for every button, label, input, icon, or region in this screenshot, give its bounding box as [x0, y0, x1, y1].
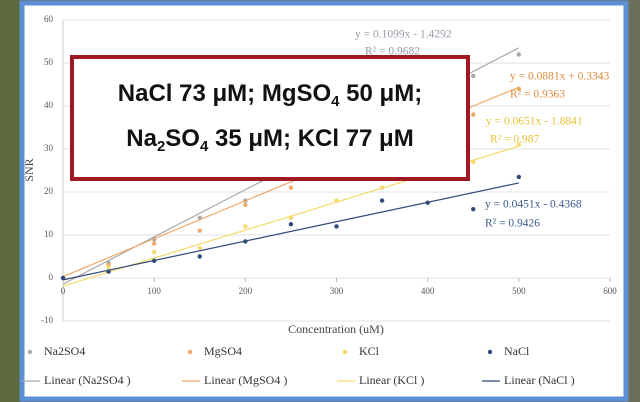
y-tick-label: -10: [41, 315, 53, 325]
data-point: [471, 207, 475, 211]
data-point: [334, 198, 338, 202]
x-axis-label: Concentration (uM): [288, 322, 384, 336]
data-point: [152, 241, 156, 245]
data-point: [106, 269, 110, 273]
annotation-box: [72, 57, 468, 179]
legend-label: Linear (MgSO4 ): [204, 373, 287, 387]
trend-r2: R² = 0.987: [490, 134, 539, 146]
data-point: [289, 216, 293, 220]
photo-edge: [0, 0, 22, 402]
data-point: [243, 239, 247, 243]
data-point: [152, 250, 156, 254]
x-tick-label: 200: [239, 286, 253, 296]
trend-equation: y = 0.0451x - 0.4368: [485, 199, 582, 211]
trend-equation: y = 0.0651x - 1.8841: [486, 116, 583, 128]
x-tick-label: 100: [147, 286, 161, 296]
legend-marker: [28, 350, 32, 354]
annotation-segment: 50 μM;: [340, 80, 423, 107]
annotation-segment: Na: [126, 125, 157, 152]
data-point: [380, 186, 384, 190]
legend-marker: [488, 350, 492, 354]
y-tick-label: 10: [44, 229, 54, 239]
x-tick-label: 400: [421, 286, 435, 296]
data-point: [152, 259, 156, 263]
data-point: [289, 186, 293, 190]
data-point: [425, 201, 429, 205]
data-point: [517, 175, 521, 179]
legend-label: Linear (KCl ): [359, 373, 424, 387]
y-axis-label: SNR: [22, 158, 36, 181]
data-point: [471, 112, 475, 116]
x-tick-label: 0: [61, 286, 66, 296]
annotation-segment: NaCl 73 μM; MgSO: [118, 80, 331, 107]
y-tick-label: 20: [44, 186, 54, 196]
y-tick-label: 50: [44, 57, 54, 67]
legend-label: MgSO4: [204, 344, 242, 358]
data-point: [289, 222, 293, 226]
data-point: [106, 265, 110, 269]
legend-marker: [188, 350, 192, 354]
legend-marker: [343, 350, 347, 354]
subscript: 2: [157, 138, 165, 155]
legend-label: Linear (NaCl ): [504, 373, 575, 387]
data-point: [380, 198, 384, 202]
legend-label: KCl: [359, 344, 380, 358]
data-point: [198, 246, 202, 250]
data-point: [243, 203, 247, 207]
data-point: [243, 224, 247, 228]
trend-r2: R² = 0.9426: [485, 218, 540, 230]
legend-label: Linear (Na2SO4 ): [44, 373, 131, 387]
trend-r2: R² = 0.9363: [510, 89, 565, 101]
annotation-line: NaCl 73 μM; MgSO4 50 μM;: [118, 80, 422, 110]
x-tick-label: 500: [512, 286, 526, 296]
trend-equation: y = 0.1099x - 1.4292: [355, 29, 452, 41]
data-point: [334, 224, 338, 228]
x-tick-label: 300: [330, 286, 344, 296]
legend-label: NaCl: [504, 344, 530, 358]
y-tick-label: 60: [44, 14, 54, 24]
data-point: [517, 52, 521, 56]
legend-label: Na2SO4: [44, 344, 85, 358]
trend-equation: y = 0.0881x + 0.3343: [510, 71, 609, 83]
y-tick-label: 30: [44, 143, 54, 153]
data-point: [471, 74, 475, 78]
annotation-segment: SO: [165, 125, 200, 152]
annotation-line: Na2SO4 35 μM; KCl 77 μM: [126, 125, 413, 155]
annotation-segment: 35 μM; KCl 77 μM: [208, 125, 413, 152]
x-tick-label: 600: [603, 286, 617, 296]
data-point: [198, 254, 202, 258]
y-tick-label: 40: [44, 100, 54, 110]
y-tick-label: 0: [49, 272, 54, 282]
slide: -1001020304050600100200300400500600 Conc…: [0, 0, 640, 402]
data-point: [198, 229, 202, 233]
data-point: [471, 160, 475, 164]
data-point: [61, 276, 65, 280]
